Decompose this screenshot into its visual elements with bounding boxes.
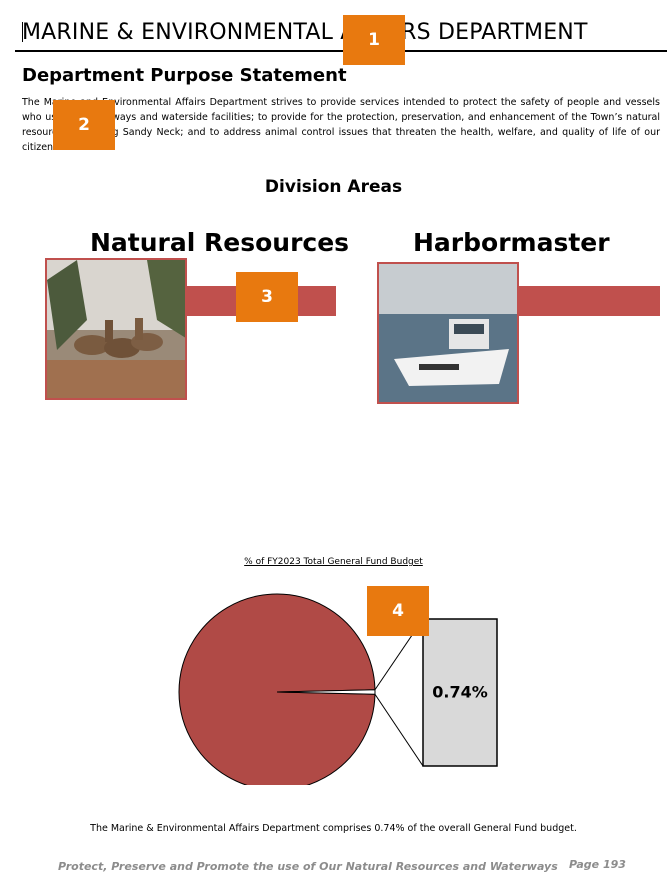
page-title: MARINE & ENVIRONMENTAL AFFAIRS DEPARTMEN… xyxy=(22,20,588,45)
caption: The Marine & Environmental Affairs Depar… xyxy=(0,823,667,834)
purpose-text: The Marine and Environmental Affairs Dep… xyxy=(22,95,660,155)
boat-photo xyxy=(377,262,519,404)
marker: 2 xyxy=(53,100,115,150)
value-label: 0.74% xyxy=(432,683,488,702)
header-rule xyxy=(15,50,667,52)
pie-chart: 0.74% xyxy=(170,585,510,785)
section-heading: Division Areas xyxy=(0,177,667,197)
page: {"header": {"title": "MARINE & ENVIRONME… xyxy=(0,0,667,882)
marker: 4 xyxy=(367,586,429,636)
division-title: Harbormaster xyxy=(413,228,610,257)
pie-rest xyxy=(179,594,375,785)
section-heading: Department Purpose Statement xyxy=(22,65,347,86)
division-title: Natural Resources xyxy=(90,228,349,257)
footer-motto: Protect, Preserve and Promote the use of… xyxy=(58,860,558,873)
marker: 3 xyxy=(236,272,298,322)
callout-line xyxy=(375,694,423,766)
division-bar xyxy=(517,286,660,316)
chart-title: % of FY2023 Total General Fund Budget xyxy=(0,557,667,567)
page-number: Page 193 xyxy=(569,858,626,871)
marker: 1 xyxy=(343,15,405,65)
deer-photo xyxy=(45,258,187,400)
